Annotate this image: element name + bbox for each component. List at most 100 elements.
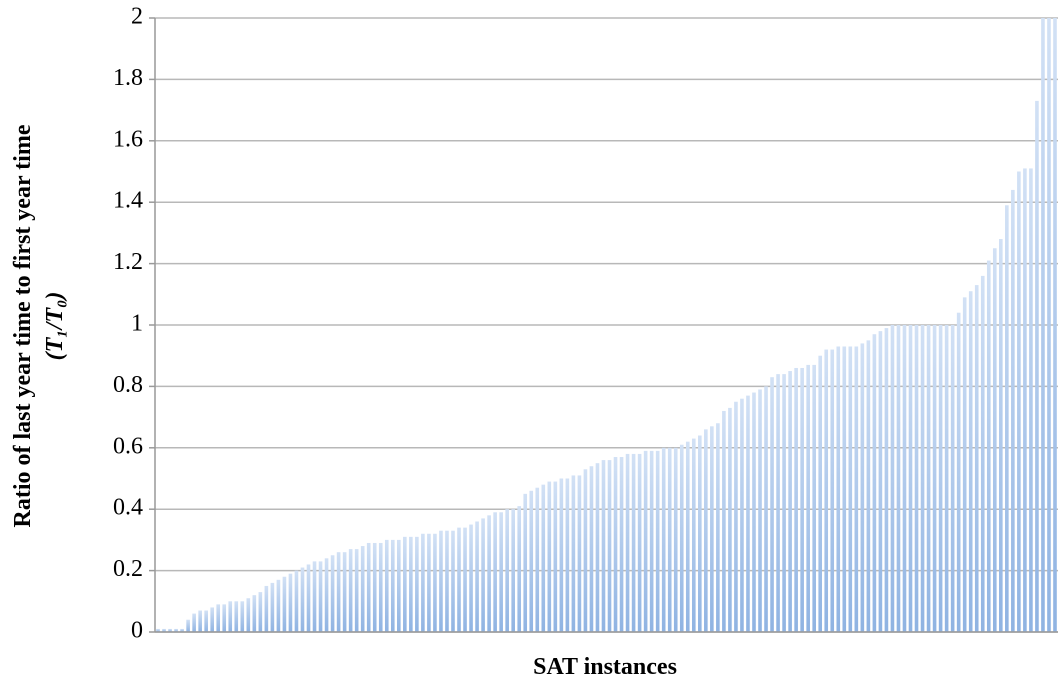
bar (788, 371, 792, 632)
bar (511, 509, 515, 632)
y-tick-label: 1.4 (113, 188, 143, 214)
bar (427, 533, 431, 632)
bar (487, 515, 491, 632)
bar (180, 628, 184, 632)
y-axis-title: Ratio of last year time to first year ti… (10, 124, 36, 527)
bar (673, 447, 678, 632)
bar (842, 346, 847, 632)
bar (348, 549, 353, 632)
bar (481, 518, 485, 632)
y-tick-label: 0 (131, 618, 143, 644)
bar (457, 527, 461, 632)
bar (764, 386, 768, 632)
y-tick-label: 0.2 (113, 556, 143, 582)
bar (499, 512, 503, 632)
bar (1005, 205, 1009, 632)
bar (571, 475, 576, 632)
bar (661, 447, 666, 632)
bar (517, 506, 522, 632)
bar (228, 601, 233, 632)
bar (210, 607, 214, 632)
bar (276, 579, 281, 632)
bar (541, 484, 546, 632)
bar (330, 555, 335, 632)
bar (246, 598, 251, 632)
bar (691, 438, 696, 632)
bar (812, 364, 816, 632)
bar (770, 377, 774, 632)
bar (433, 533, 437, 632)
bar (1011, 189, 1015, 633)
bar (619, 457, 624, 632)
bar (475, 521, 479, 632)
bar (734, 401, 738, 632)
y-tick-label: 0.6 (113, 433, 143, 459)
bar (986, 260, 991, 632)
bar (559, 478, 564, 632)
bar (956, 312, 961, 632)
bar (818, 355, 823, 632)
bar (240, 601, 245, 632)
bar (535, 487, 540, 632)
bar (962, 297, 967, 632)
y-tick-label: 1 (131, 311, 143, 337)
bar (776, 374, 780, 632)
bar (716, 423, 720, 632)
y-tick-label: 1.6 (113, 126, 143, 152)
bar (222, 604, 227, 632)
bar (944, 325, 949, 632)
bar (631, 453, 636, 632)
bar (529, 490, 534, 632)
bar (752, 392, 756, 632)
bar (469, 524, 473, 632)
bar (565, 478, 570, 632)
bar (1047, 18, 1051, 632)
bar (439, 530, 443, 632)
bar (968, 291, 973, 632)
bar (824, 349, 829, 632)
bar (198, 610, 202, 632)
bar (740, 398, 744, 632)
bar (999, 239, 1003, 633)
bar (354, 549, 359, 632)
bar (890, 325, 895, 632)
bar (607, 460, 612, 632)
y-tick-label: 0.8 (113, 372, 143, 398)
bar (366, 542, 371, 632)
bar (174, 628, 178, 632)
bar (156, 628, 160, 632)
bar (637, 453, 642, 632)
bar (216, 604, 221, 632)
bar (384, 539, 389, 632)
bar (390, 539, 395, 632)
y-tick-label: 2 (131, 4, 143, 30)
bar (204, 610, 208, 632)
bar (409, 536, 413, 632)
y-axis-title: (T₁/T₀) (42, 292, 68, 361)
bar (523, 493, 528, 632)
bar (806, 364, 810, 632)
bar (848, 346, 853, 632)
bar (643, 450, 648, 632)
y-tick-label: 0.4 (113, 495, 143, 521)
bar (896, 325, 901, 632)
bar (336, 552, 341, 632)
bar (872, 334, 877, 632)
bar (270, 582, 275, 632)
bar (378, 542, 383, 632)
bar (463, 527, 467, 632)
bar (306, 564, 311, 632)
bar (782, 374, 786, 632)
bar (421, 533, 425, 632)
bar (992, 248, 997, 632)
bar (372, 542, 377, 632)
bar (577, 475, 582, 632)
bar (397, 539, 401, 632)
bar (294, 570, 299, 632)
bar (649, 450, 654, 632)
bar (710, 426, 714, 632)
bar (288, 573, 293, 632)
bar (1035, 100, 1039, 632)
bar (300, 567, 305, 632)
